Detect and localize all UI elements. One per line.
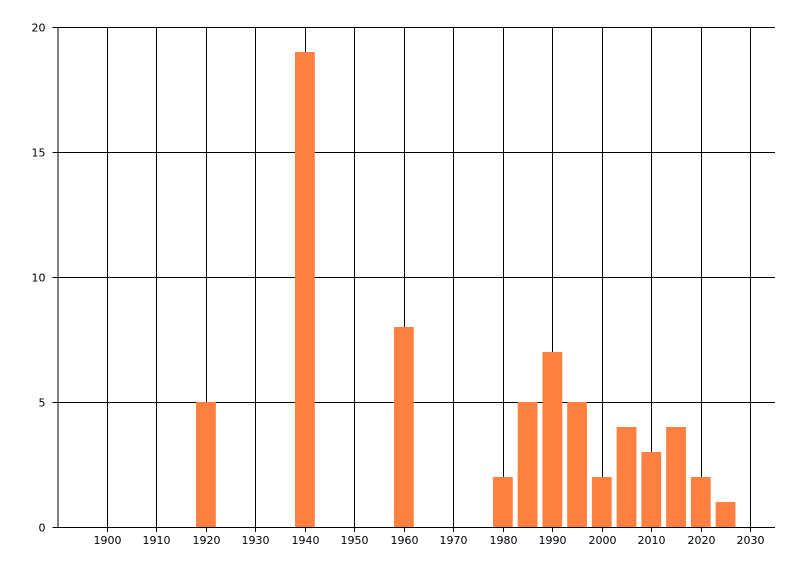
x-tick-label: 1940 [292,534,320,547]
y-tick-label: 20 [32,22,46,35]
y-tick-label: 10 [32,272,46,285]
y-tick-label: 5 [39,397,46,410]
bar [666,427,686,527]
x-tick-label: 2000 [589,534,617,547]
bar [393,327,414,527]
x-tick-label: 2020 [688,534,716,547]
y-tick-label: 15 [32,147,46,160]
x-tick-label: 1910 [143,534,171,547]
x-tick-label: 1990 [539,534,567,547]
bar [517,402,538,527]
bar [196,402,216,527]
bar [567,402,587,527]
x-tick-label: 1920 [193,534,221,547]
x-tick-label: 1960 [391,534,419,547]
bar [295,52,315,527]
x-tick-label: 1930 [242,534,270,547]
x-tick-label: 1970 [440,534,468,547]
y-tick-label: 0 [39,522,46,535]
x-tick-label: 2030 [737,534,765,547]
bar [690,477,711,527]
bar [591,477,612,527]
bar [641,452,662,527]
x-tick-label: 2010 [638,534,666,547]
bar [492,477,513,527]
bar [715,502,736,527]
x-tick-label: 1950 [341,534,369,547]
x-tick-label: 1980 [490,534,518,547]
x-tick-label: 1900 [94,534,122,547]
bar [542,352,563,527]
bar [616,427,637,527]
